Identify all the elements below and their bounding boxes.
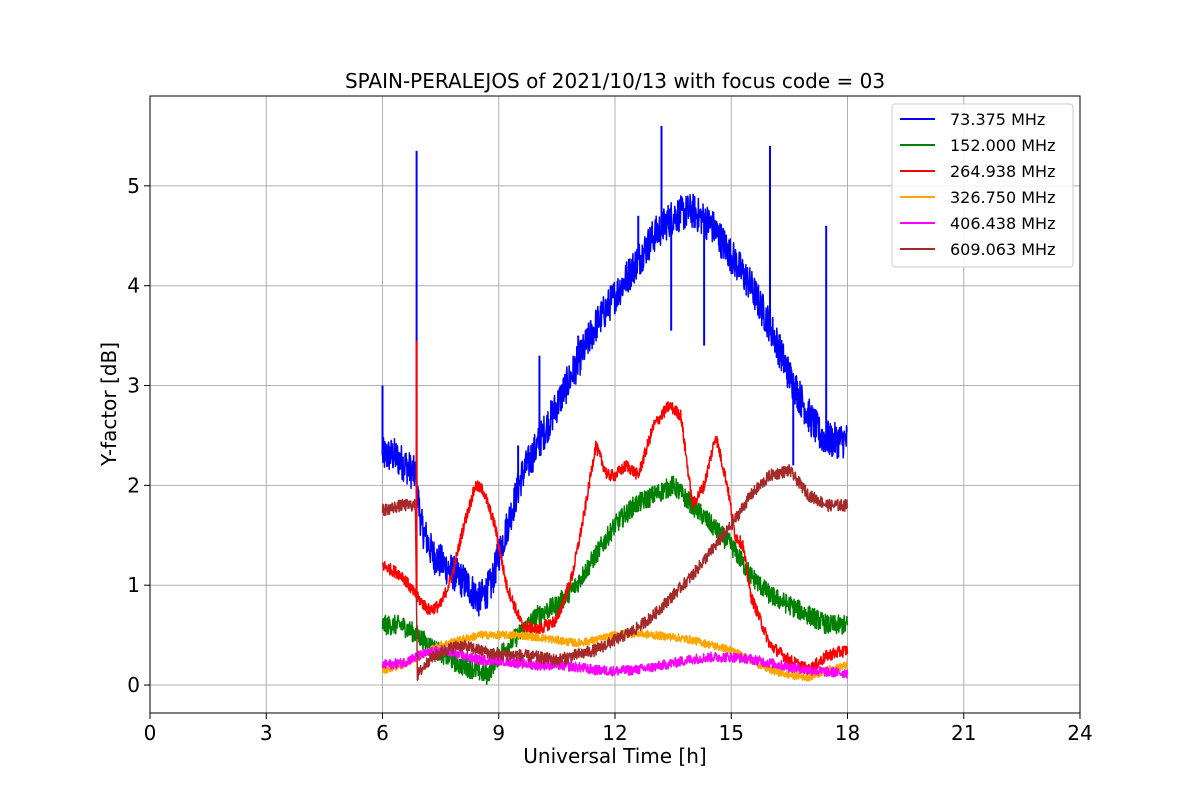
legend-label: 264.938 MHz — [950, 162, 1055, 181]
y-axis-label: Y-factor [dB] — [97, 342, 121, 467]
x-tick-label: 15 — [719, 721, 744, 745]
x-tick-label: 6 — [376, 721, 389, 745]
x-tick-label: 9 — [492, 721, 505, 745]
x-tick-label: 21 — [951, 721, 976, 745]
series-line-3 — [381, 628, 849, 682]
series-line-5 — [381, 463, 849, 681]
legend: 73.375 MHz 152.000 MHz 264.938 MHz 326.750 … — [891, 103, 1074, 268]
x-tick-label: 12 — [602, 721, 627, 745]
y-tick-label: 3 — [127, 374, 140, 398]
y-tick-label: 4 — [127, 274, 140, 298]
y-tick-label: 1 — [127, 573, 140, 597]
series-line-2 — [381, 401, 849, 676]
x-tick-label: 0 — [144, 721, 157, 745]
legend-label: 406.438 MHz — [950, 214, 1055, 233]
y-tick-label: 2 — [127, 473, 140, 497]
x-axis-label: Universal Time [h] — [523, 744, 706, 768]
x-tick-label: 3 — [260, 721, 273, 745]
chart-title: SPAIN-PERALEJOS of 2021/10/13 with focus… — [345, 69, 885, 93]
legend-label: 326.750 MHz — [950, 188, 1055, 207]
legend-label: 73.375 MHz — [950, 110, 1045, 129]
legend-label: 152.000 MHz — [950, 136, 1055, 155]
series-line-1 — [381, 475, 849, 685]
legend-box — [891, 103, 1074, 268]
series-layer — [381, 125, 849, 685]
x-tick-label: 18 — [835, 721, 860, 745]
legend-label: 609.063 MHz — [950, 240, 1055, 259]
x-tick-label: 24 — [1067, 721, 1092, 745]
plot-area — [381, 125, 849, 685]
y-tick-label: 0 — [127, 673, 140, 697]
y-tick-label: 5 — [127, 174, 140, 198]
